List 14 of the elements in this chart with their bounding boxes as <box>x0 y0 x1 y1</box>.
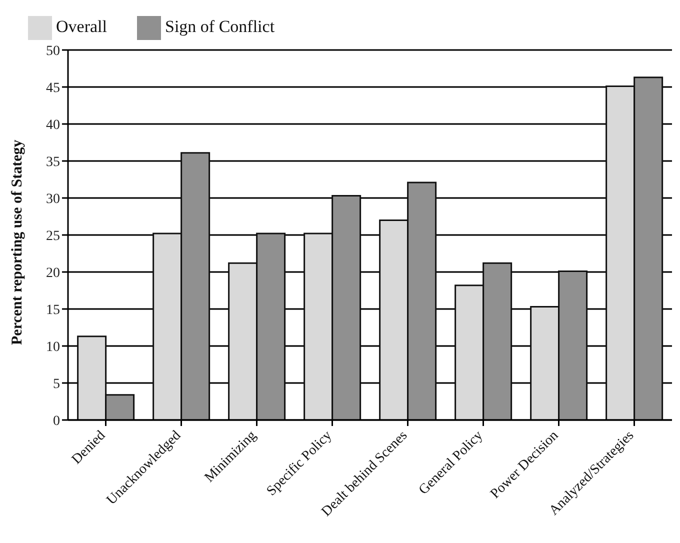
y-tick-label: 45 <box>46 80 60 96</box>
y-tick-label: 10 <box>46 340 60 355</box>
y-tick-label: 5 <box>53 376 60 392</box>
y-tick-label: 30 <box>46 192 60 207</box>
y-tick-label: 25 <box>46 228 60 244</box>
legend-label: Sign of Conflict <box>164 16 275 36</box>
y-tick-label: 50 <box>46 44 60 59</box>
y-tick-label: 40 <box>46 118 60 133</box>
y-tick-label: 15 <box>46 302 60 318</box>
legend-label: Overall <box>56 16 107 36</box>
y-tick-label: 20 <box>46 266 60 281</box>
y-axis-title: Percent reporting use of Stategy <box>9 139 26 345</box>
y-tick-label: 35 <box>46 154 60 170</box>
y-tick-label: 0 <box>53 414 60 429</box>
